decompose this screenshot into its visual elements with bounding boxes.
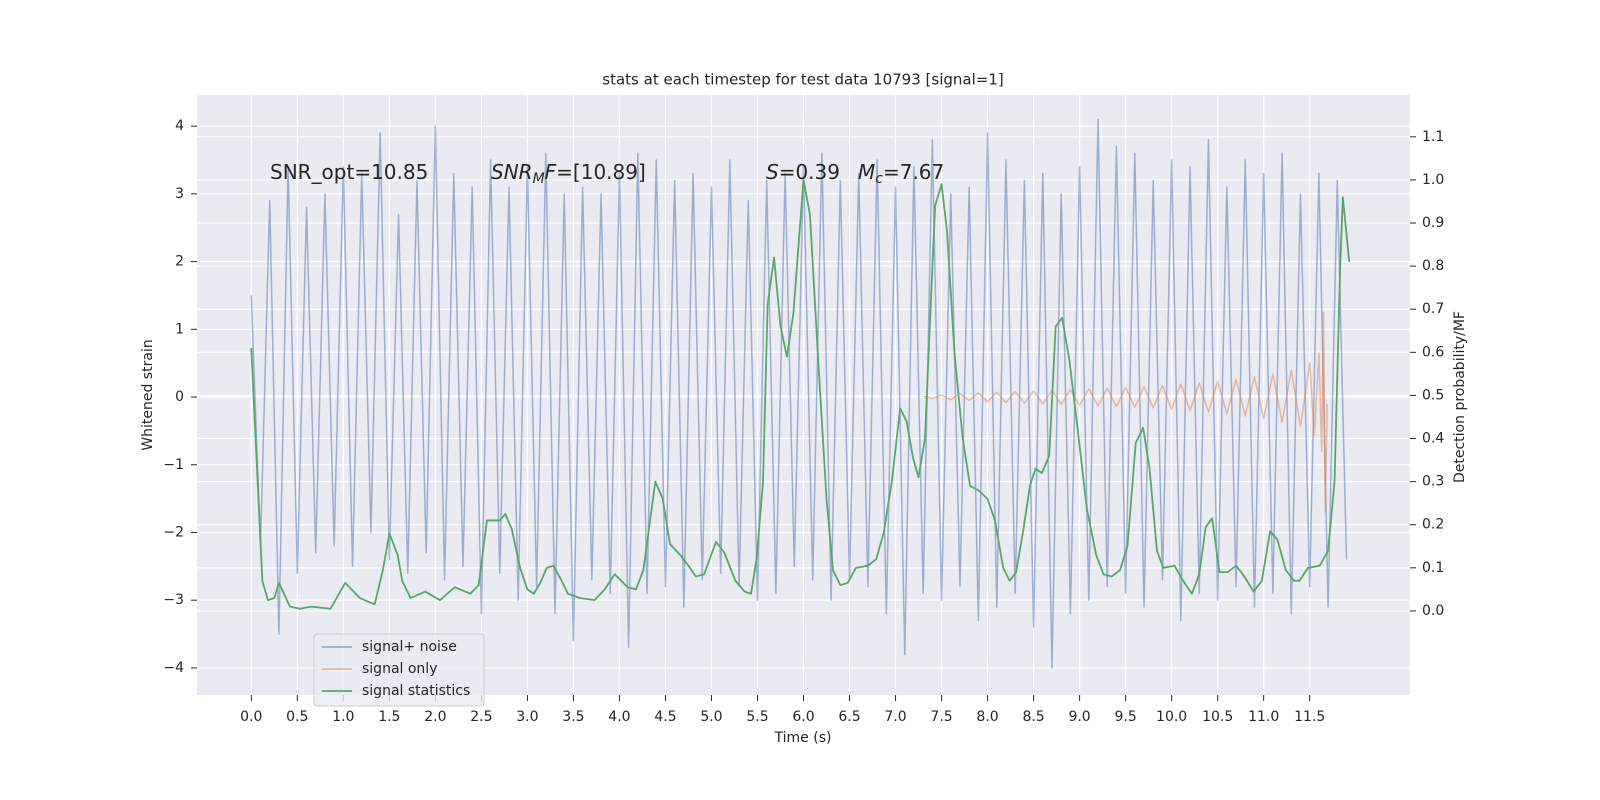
y-tick-label: −4 (163, 660, 184, 676)
annotation-part: c (875, 171, 883, 187)
x-tick-label: 2.0 (424, 709, 446, 725)
x-tick-label: 10.0 (1156, 709, 1187, 725)
annotation-part: =7.67 (883, 160, 944, 184)
annotation-part: S (766, 160, 779, 184)
x-tick-label: 1.5 (378, 709, 400, 725)
series-line (250, 179, 1351, 610)
annotation-part: SNR (491, 160, 533, 184)
annotation: Mc=7.67 (858, 160, 944, 188)
y2-tick-label: 0.7 (1422, 301, 1444, 317)
y2-tick-label: 0.5 (1422, 387, 1444, 403)
x-tick-label: 7.0 (884, 709, 906, 725)
legend-label: signal only (362, 661, 437, 677)
x-tick-label: 0.0 (240, 709, 262, 725)
y2-tick-label: 1.0 (1422, 172, 1444, 188)
series-line (250, 118, 1348, 669)
y-tick-label: −3 (163, 592, 184, 608)
legend-label: signal statistics (362, 683, 470, 699)
y2-axis-label: Detection probability/MF (1452, 311, 1468, 483)
x-tick-label: 9.5 (1114, 709, 1136, 725)
annotation-part: =[10.89] (556, 160, 646, 184)
y2-tick-label: 0.9 (1422, 215, 1444, 231)
annotation-part: F (545, 160, 557, 184)
series-line (922, 311, 1328, 513)
y2-tick-label: 0.1 (1422, 560, 1444, 576)
x-tick-label: 5.5 (746, 709, 768, 725)
annotation: SNRMF=[10.89] (491, 160, 646, 188)
x-tick-label: 0.5 (286, 709, 308, 725)
y2-tick-label: 0.0 (1422, 603, 1444, 619)
x-tick-label: 7.5 (930, 709, 952, 725)
annotation-part: SNR_opt=10.85 (270, 160, 428, 184)
annotation-part: M (533, 171, 545, 187)
y2-tick-label: 0.6 (1422, 344, 1444, 360)
x-tick-label: 9.0 (1068, 709, 1090, 725)
x-tick-label: 2.5 (470, 709, 492, 725)
y2-tick-label: 0.8 (1422, 258, 1444, 274)
x-tick-label: 3.5 (562, 709, 584, 725)
x-tick-label: 6.5 (838, 709, 860, 725)
annotation: S=0.39 (766, 160, 840, 184)
annotation: SNR_opt=10.85 (270, 160, 428, 184)
x-tick-label: 10.5 (1202, 709, 1233, 725)
x-axis-label: Time (s) (774, 730, 832, 746)
y2-tick-label: 1.1 (1422, 129, 1444, 145)
y-axis-label: Whitened strain (140, 339, 156, 450)
y-tick-label: −2 (163, 524, 184, 540)
x-tick-label: 4.0 (608, 709, 630, 725)
y2-tick-label: 0.2 (1422, 517, 1444, 533)
x-tick-label: 5.0 (700, 709, 722, 725)
x-tick-label: 11.0 (1248, 709, 1279, 725)
annotation-part: M (858, 160, 875, 184)
y-tick-label: 0 (175, 389, 184, 405)
legend-box (313, 633, 485, 707)
x-tick-label: 11.5 (1294, 709, 1325, 725)
y-tick-label: 4 (175, 118, 184, 134)
y-tick-label: 3 (175, 186, 184, 202)
x-tick-label: 3.0 (516, 709, 538, 725)
chart-title: stats at each timestep for test data 107… (602, 71, 1003, 89)
legend-label: signal+ noise (362, 639, 457, 655)
x-tick-label: 4.5 (654, 709, 676, 725)
y-tick-label: −1 (163, 457, 184, 473)
x-tick-label: 6.0 (792, 709, 814, 725)
y-tick-label: 1 (175, 321, 184, 337)
x-tick-label: 8.5 (1022, 709, 1044, 725)
axes-layer: 0.0 0.5 1.0 1.5 2.0 2.5 3.0 3.5 4.0 4.5 5.0 5.5 6.0 6… (163, 118, 1444, 725)
annotation-part: =0.39 (779, 160, 840, 184)
y-tick-label: 2 (175, 254, 184, 270)
series-layer (250, 118, 1351, 669)
x-tick-label: 1.0 (332, 709, 354, 725)
y2-tick-label: 0.4 (1422, 431, 1444, 447)
y2-tick-label: 0.3 (1422, 474, 1444, 490)
x-tick-label: 8.0 (976, 709, 998, 725)
